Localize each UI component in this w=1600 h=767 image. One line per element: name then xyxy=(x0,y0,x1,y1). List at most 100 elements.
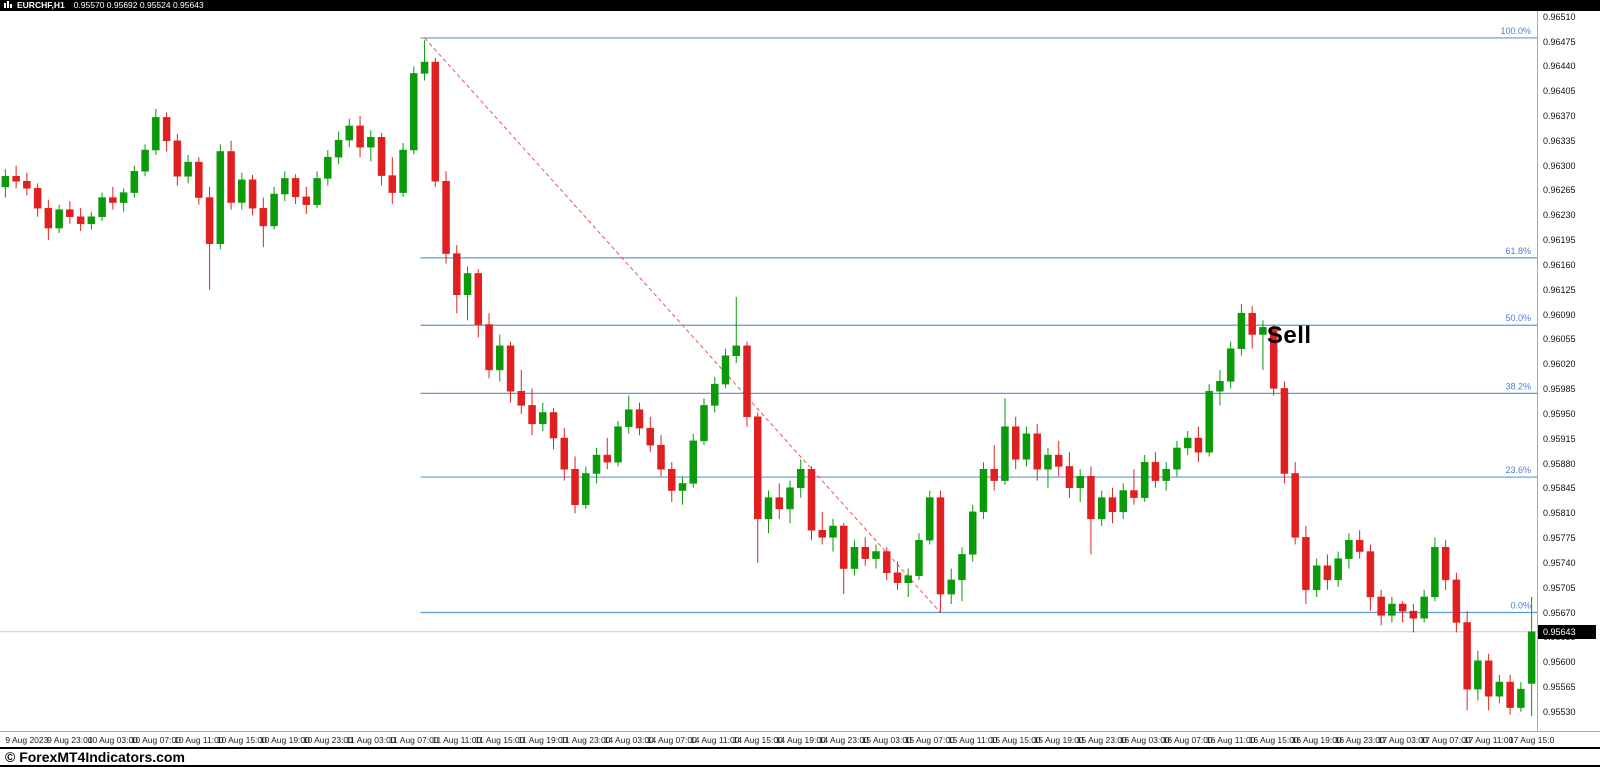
candle-body xyxy=(313,178,321,205)
fib-level-label: 100.0% xyxy=(1500,26,1531,36)
candle-body xyxy=(807,468,816,531)
time-tick-label: 17 Aug 11:00 xyxy=(1463,735,1514,745)
time-tick-label: 10 Aug 19:00 xyxy=(259,735,310,745)
price-tick-label: 0.96300 xyxy=(1543,160,1576,171)
candle-body xyxy=(818,530,826,538)
candle-body xyxy=(399,149,407,193)
time-tick-label: 10 Aug 23:00 xyxy=(302,735,353,745)
candle-body xyxy=(764,497,773,520)
candle-body xyxy=(1248,312,1256,335)
price-tick-label: 0.96405 xyxy=(1543,86,1576,97)
candle-body xyxy=(334,139,343,158)
price-tick-label: 0.96195 xyxy=(1543,235,1576,246)
candle-body xyxy=(227,151,235,203)
time-tick-label: 14 Aug 07:00 xyxy=(646,735,697,745)
candle-body xyxy=(646,427,655,446)
candle-body xyxy=(915,539,923,576)
time-tick-label: 10 Aug 03:00 xyxy=(87,735,138,745)
fib-trendline xyxy=(424,37,941,613)
candle-body xyxy=(410,73,418,151)
candle-body xyxy=(377,137,386,176)
time-axis[interactable]: 9 Aug 2023 9 Aug 23:00 10 Aug 03:00 10 Aug … xyxy=(0,731,1600,747)
candle-body xyxy=(162,117,171,142)
time-tick-label: 16 Aug 23:00 xyxy=(1334,735,1385,745)
candle-body xyxy=(216,151,225,244)
candle-body xyxy=(98,197,106,217)
time-tick-label: 11 Aug 03:00 xyxy=(346,735,396,745)
fib-level-label: 38.2% xyxy=(1505,381,1531,391)
candle-body xyxy=(1183,437,1192,449)
candle-body xyxy=(281,178,289,195)
candle-body xyxy=(1527,631,1536,684)
candle-body xyxy=(506,345,515,392)
price-tick-label: 0.95670 xyxy=(1543,607,1576,618)
candle-body xyxy=(1463,622,1471,690)
candle-body xyxy=(431,61,440,182)
candle-body xyxy=(743,345,751,418)
candle-body xyxy=(1226,348,1235,382)
time-tick-label: 14 Aug 03:00 xyxy=(603,735,654,745)
candle-body xyxy=(968,511,977,555)
candle-body xyxy=(571,468,579,505)
time-tick-label: 15 Aug 11:00 xyxy=(947,735,998,745)
candle-body xyxy=(1033,433,1041,470)
candle-body xyxy=(635,409,644,429)
candle-body xyxy=(721,355,730,385)
candle-body xyxy=(302,196,311,205)
price-tick-label: 0.95810 xyxy=(1543,508,1576,519)
candle-body xyxy=(474,273,483,325)
candle-body xyxy=(1151,461,1160,481)
candle-body xyxy=(657,444,665,470)
candle-body xyxy=(528,405,536,425)
time-tick-label: 17 Aug 03:00 xyxy=(1377,735,1428,745)
price-tick-label: 0.96230 xyxy=(1543,210,1576,221)
time-tick-label: 9 Aug 2023 xyxy=(5,735,49,745)
time-tick-label: 11 Aug 19:00 xyxy=(518,735,568,745)
price-tick-label: 0.96125 xyxy=(1543,284,1576,295)
candle-body xyxy=(1269,327,1278,389)
candle-body xyxy=(1173,447,1181,470)
candle-body xyxy=(668,468,676,491)
candle-body xyxy=(958,554,966,581)
candle-body xyxy=(195,161,203,198)
time-tick-label: 16 Aug 07:00 xyxy=(1162,735,1213,745)
price-tick-label: 0.96160 xyxy=(1543,259,1576,270)
candle-body xyxy=(1140,461,1149,498)
time-tick-label: 10 Aug 11:00 xyxy=(174,735,224,745)
candle-body xyxy=(291,178,300,198)
candle-body xyxy=(689,440,698,484)
price-tick-label: 0.95880 xyxy=(1543,458,1576,469)
candle-body xyxy=(603,454,612,463)
candle-body xyxy=(1495,681,1504,697)
price-tick-label: 0.96335 xyxy=(1543,135,1576,146)
candle-body xyxy=(1388,603,1396,616)
price-tick-label: 0.95530 xyxy=(1543,706,1576,717)
candle-body xyxy=(1205,390,1213,453)
time-tick-label: 16 Aug 15:00 xyxy=(1248,735,1299,745)
candle-body xyxy=(345,125,354,141)
candle-body xyxy=(356,125,364,148)
price-axis[interactable]: 0.95643 0.96510 0.96475 0.96440 0.96405 0.96… xyxy=(1537,11,1600,731)
time-tick-label: 14 Aug 19:00 xyxy=(775,735,826,745)
copyright-text: © ForexMT4Indicators.com xyxy=(5,749,185,765)
chart-plot-area[interactable]: 100.0% 61.8% 50.0% 38.2% 23.6% 0.0% Sell xyxy=(0,11,1537,731)
candle-body xyxy=(1474,660,1482,690)
price-tick-label: 0.95775 xyxy=(1543,533,1576,544)
candle-body xyxy=(560,437,569,470)
time-tick-label: 16 Aug 03:00 xyxy=(1119,735,1170,745)
candle-body xyxy=(1398,603,1407,612)
candle-body xyxy=(1237,312,1246,349)
time-tick-label: 16 Aug 11:00 xyxy=(1205,735,1256,745)
candle-body xyxy=(732,345,741,356)
price-tick-label: 0.96265 xyxy=(1543,185,1576,196)
time-tick-label: 15 Aug 19:00 xyxy=(1033,735,1084,745)
time-tick-label: 17 Aug 07:00 xyxy=(1420,735,1471,745)
candle-body xyxy=(882,551,891,574)
candle-body xyxy=(485,324,493,371)
candle-body xyxy=(1420,596,1428,619)
time-tick-label: 15 Aug 15:00 xyxy=(990,735,1041,745)
time-tick-label: 14 Aug 23:00 xyxy=(818,735,869,745)
candle-body xyxy=(582,473,590,505)
time-tick-label: 11 Aug 11:00 xyxy=(432,735,482,745)
candle-body xyxy=(1065,466,1074,488)
